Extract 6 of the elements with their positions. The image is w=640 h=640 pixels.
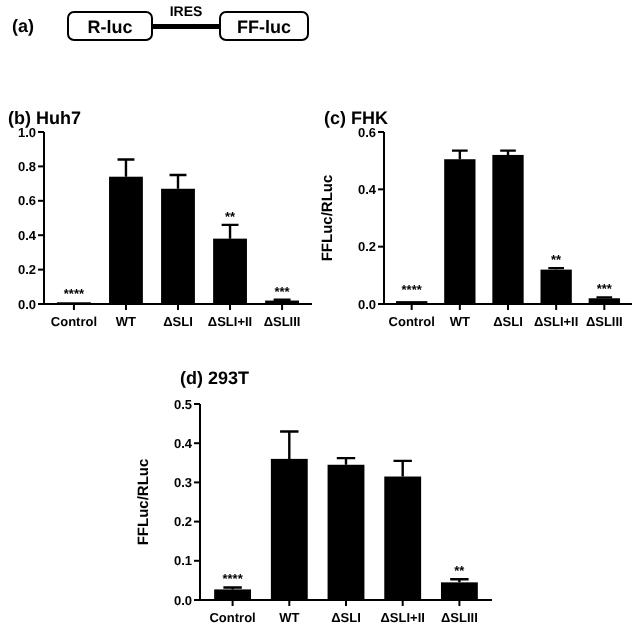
chart-title: (c) FHK — [324, 108, 389, 128]
chart-title: (d) 293T — [180, 368, 251, 388]
text: R-luc — [87, 17, 133, 37]
text: (a) — [12, 16, 34, 36]
chart-title: (b) Huh7 — [8, 108, 81, 128]
text: FF-luc — [237, 17, 291, 37]
